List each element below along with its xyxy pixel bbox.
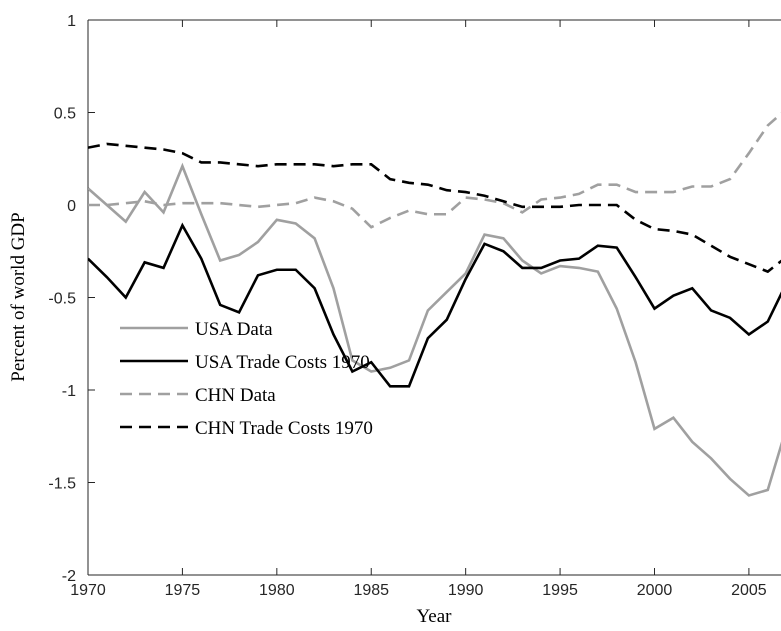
series-line [88, 142, 781, 274]
y-tick-label: -0.5 [48, 291, 76, 308]
series-line [88, 222, 781, 388]
series-line [88, 112, 781, 229]
legend-label: CHN Data [195, 385, 276, 406]
x-tick-label: 1985 [353, 582, 389, 599]
x-tick-label: 1990 [448, 582, 484, 599]
x-tick-label: 2000 [637, 582, 673, 599]
y-tick-label: -1.5 [48, 476, 76, 493]
x-axis-label: Year [416, 606, 452, 627]
y-tick-label: 1 [67, 13, 76, 30]
legend-label: USA Data [195, 319, 273, 340]
y-tick-label: -1 [62, 383, 76, 400]
y-tick-label: -2 [62, 568, 76, 585]
x-tick-label: 1970 [70, 582, 106, 599]
y-tick-label: 0 [67, 198, 76, 215]
legend-label: CHN Trade Costs 1970 [195, 418, 373, 439]
x-tick-label: 1975 [165, 582, 201, 599]
y-tick-label: 0.5 [54, 106, 76, 123]
x-tick-label: 1995 [542, 582, 578, 599]
legend-label: USA Trade Costs 1970 [195, 352, 370, 373]
series-line [88, 162, 781, 497]
plot-area [88, 112, 781, 497]
y-axis-label: Percent of world GDP [8, 212, 29, 381]
x-tick-label: 2005 [731, 582, 767, 599]
x-tick-label: 1980 [259, 582, 295, 599]
